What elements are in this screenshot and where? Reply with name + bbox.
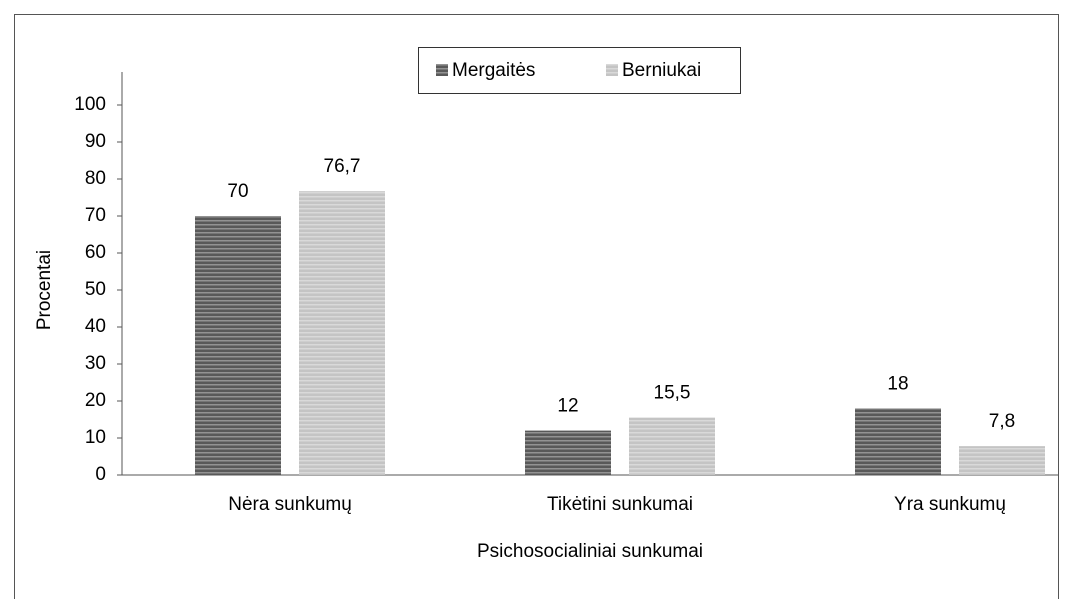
data-label: 18 bbox=[887, 373, 908, 394]
y-tick-label: 60 bbox=[85, 242, 106, 263]
legend-swatch bbox=[436, 64, 448, 76]
data-label: 15,5 bbox=[654, 383, 691, 404]
y-tick-label: 70 bbox=[85, 205, 106, 226]
y-tick-label: 30 bbox=[85, 353, 106, 374]
y-tick-label: 0 bbox=[95, 464, 106, 485]
data-label: 7,8 bbox=[989, 411, 1015, 432]
y-tick-label: 50 bbox=[85, 279, 106, 300]
y-tick-label: 100 bbox=[74, 94, 106, 115]
y-tick-label: 40 bbox=[85, 316, 106, 337]
legend-label: Berniukai bbox=[622, 60, 701, 81]
bar bbox=[525, 430, 611, 475]
x-axis-label: Psichosocialiniai sunkumai bbox=[477, 541, 703, 562]
y-tick-label: 10 bbox=[85, 427, 106, 448]
x-tick-label: Yra sunkumų bbox=[894, 494, 1006, 515]
x-tick-label: Nėra sunkumų bbox=[228, 494, 352, 515]
legend-box bbox=[418, 47, 741, 94]
chart-frame bbox=[14, 14, 1059, 599]
legend-swatch bbox=[606, 64, 618, 76]
y-axis-label: Procentai bbox=[34, 250, 55, 330]
bar bbox=[855, 408, 941, 475]
data-label: 12 bbox=[557, 396, 578, 417]
bar bbox=[195, 216, 281, 475]
legend-label: Mergaitės bbox=[452, 60, 535, 81]
y-tick-label: 90 bbox=[85, 131, 106, 152]
bar bbox=[299, 191, 385, 475]
y-tick-label: 80 bbox=[85, 168, 106, 189]
data-label: 70 bbox=[227, 181, 248, 202]
bar bbox=[959, 446, 1045, 475]
x-tick-label: Tikėtini sunkumai bbox=[547, 494, 693, 515]
data-label: 76,7 bbox=[324, 156, 361, 177]
bar bbox=[629, 417, 715, 475]
y-tick-label: 20 bbox=[85, 390, 106, 411]
